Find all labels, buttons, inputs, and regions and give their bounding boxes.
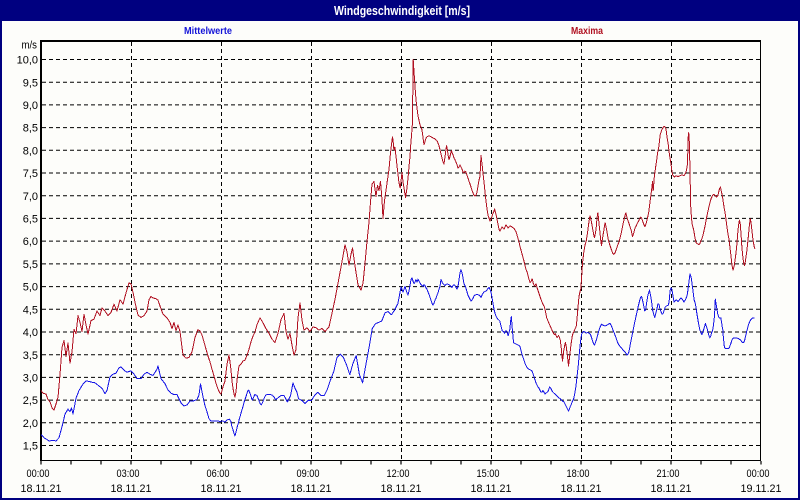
svg-text:6,5: 6,5 <box>23 214 38 226</box>
svg-text:18.11.21: 18.11.21 <box>471 483 512 495</box>
svg-text:12:00: 12:00 <box>387 468 410 480</box>
svg-text:00:00: 00:00 <box>747 468 770 480</box>
svg-text:Windgeschwindigkeit [m/s]: Windgeschwindigkeit [m/s] <box>334 3 470 18</box>
svg-text:06:00: 06:00 <box>207 468 230 480</box>
svg-text:18.11.21: 18.11.21 <box>561 483 602 495</box>
svg-text:4,5: 4,5 <box>23 304 38 316</box>
svg-text:Maxima: Maxima <box>571 25 603 37</box>
svg-text:21:00: 21:00 <box>657 468 680 480</box>
svg-text:6,0: 6,0 <box>23 236 38 248</box>
svg-text:Mittelwerte: Mittelwerte <box>184 25 232 37</box>
svg-text:15:00: 15:00 <box>477 468 500 480</box>
svg-text:00:00: 00:00 <box>27 468 50 480</box>
svg-text:8,5: 8,5 <box>23 123 38 135</box>
svg-text:18.11.21: 18.11.21 <box>381 483 422 495</box>
svg-text:3,5: 3,5 <box>23 350 38 362</box>
svg-text:18.11.21: 18.11.21 <box>651 483 692 495</box>
svg-text:18.11.21: 18.11.21 <box>201 483 242 495</box>
svg-text:5,0: 5,0 <box>23 282 38 294</box>
svg-text:7,5: 7,5 <box>23 168 38 180</box>
svg-text:2,5: 2,5 <box>23 395 38 407</box>
svg-text:9,5: 9,5 <box>23 77 38 89</box>
svg-text:1,5: 1,5 <box>23 441 38 453</box>
svg-text:09:00: 09:00 <box>297 468 320 480</box>
svg-text:03:00: 03:00 <box>117 468 140 480</box>
svg-text:18.11.21: 18.11.21 <box>21 483 62 495</box>
svg-text:8,0: 8,0 <box>23 145 38 157</box>
svg-text:4,0: 4,0 <box>23 327 38 339</box>
svg-text:19.11.21: 19.11.21 <box>741 483 782 495</box>
svg-text:5,5: 5,5 <box>23 259 38 271</box>
svg-text:m/s: m/s <box>22 40 38 52</box>
svg-text:18:00: 18:00 <box>567 468 590 480</box>
svg-text:18.11.21: 18.11.21 <box>291 483 332 495</box>
svg-text:10,0: 10,0 <box>17 55 38 67</box>
svg-text:9,0: 9,0 <box>23 100 38 112</box>
svg-text:2,0: 2,0 <box>23 418 38 430</box>
svg-text:3,0: 3,0 <box>23 373 38 385</box>
svg-text:18.11.21: 18.11.21 <box>111 483 152 495</box>
svg-text:7,0: 7,0 <box>23 191 38 203</box>
